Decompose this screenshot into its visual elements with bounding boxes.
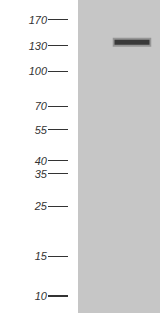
svg-text:40: 40 <box>35 155 48 167</box>
svg-text:100: 100 <box>29 65 48 77</box>
svg-text:35: 35 <box>35 168 48 180</box>
svg-text:170: 170 <box>29 14 48 26</box>
svg-text:55: 55 <box>35 124 48 136</box>
svg-text:25: 25 <box>34 200 48 212</box>
svg-text:130: 130 <box>29 40 48 52</box>
svg-text:10: 10 <box>35 290 48 302</box>
svg-text:15: 15 <box>35 250 48 262</box>
svg-text:70: 70 <box>35 100 48 112</box>
